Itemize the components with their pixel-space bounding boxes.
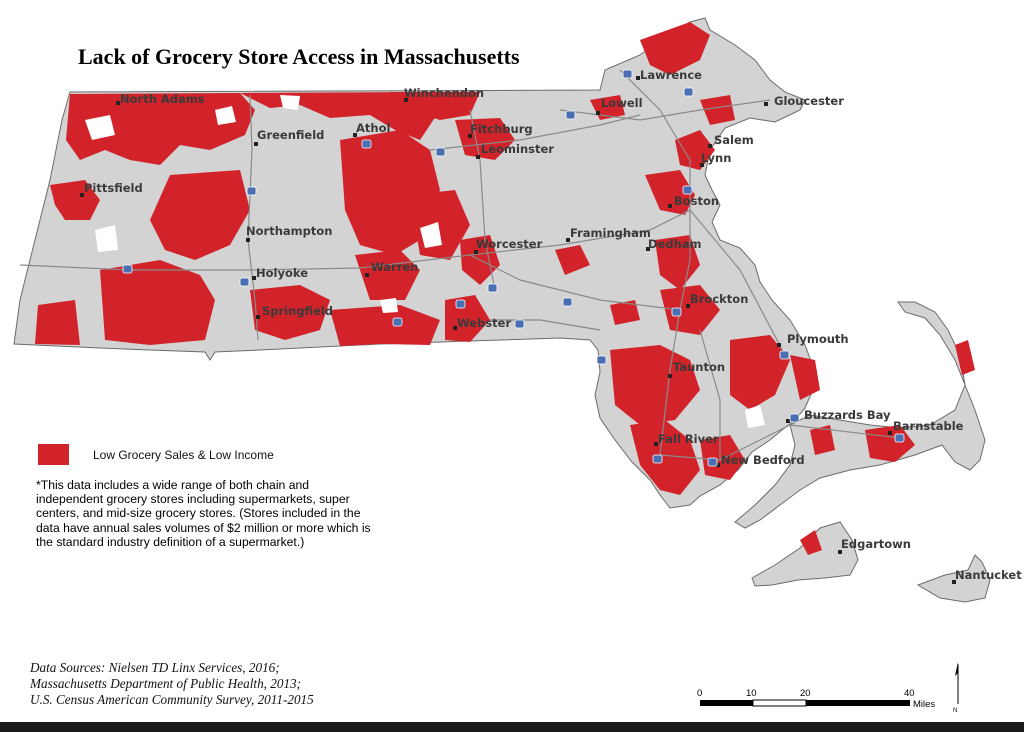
label-plymouth: Plymouth <box>787 332 849 346</box>
legend-label: Low Grocery Sales & Low Income <box>93 447 274 462</box>
label-webster: Webster <box>457 316 511 330</box>
region-pittsfield <box>50 180 100 220</box>
north-arrow: N <box>953 662 959 714</box>
region-south-shore <box>610 300 640 325</box>
region-outer-cape <box>955 340 975 375</box>
label-salem: Salem <box>714 133 754 147</box>
data-sources: Data Sources: Nielsen TD Linx Services, … <box>30 660 314 708</box>
scale-tick-20: 20 <box>800 688 811 699</box>
scale-tick-0: 0 <box>697 688 702 699</box>
label-fitchburg: Fitchburg <box>470 122 533 136</box>
region-springfield <box>250 285 330 340</box>
region-vineyard <box>800 530 822 555</box>
label-holyoke: Holyoke <box>256 266 308 280</box>
label-worcester: Worcester <box>476 237 543 251</box>
region-plymouth <box>730 335 790 410</box>
legend-swatch <box>38 444 69 465</box>
label-buzzards-bay: Buzzards Bay <box>804 408 891 422</box>
region-new-bedford <box>700 435 745 480</box>
label-pittsfield: Pittsfield <box>84 181 143 195</box>
label-greenfield: Greenfield <box>257 128 324 142</box>
scale-tick-10: 10 <box>746 688 757 699</box>
region-boston <box>645 170 695 215</box>
label-lynn: Lynn <box>701 151 731 165</box>
label-warren: Warren <box>371 260 418 274</box>
region-berkshire-north <box>66 93 255 165</box>
scale-tick-40: 40 <box>904 688 915 699</box>
city-markers <box>80 76 956 584</box>
label-fall-river: Fall River <box>658 432 719 446</box>
region-lawrence <box>640 22 710 75</box>
label-nantucket: Nantucket <box>955 568 1022 582</box>
water-areas <box>85 95 765 428</box>
region-winchendon <box>390 92 480 120</box>
region-fitchburg <box>455 118 515 160</box>
region-fall-river <box>630 420 700 495</box>
city-labels: North Adams Winchendon Lawrence Lowell G… <box>84 68 1022 582</box>
region-taunton <box>610 345 700 425</box>
cape-cod <box>734 301 986 529</box>
label-framingham: Framingham <box>570 226 651 240</box>
highways <box>19 69 901 461</box>
region-berkshire-south <box>100 260 215 345</box>
label-taunton: Taunton <box>673 360 725 374</box>
region-dedham <box>655 235 700 290</box>
label-leominster: Leominster <box>481 142 554 156</box>
region-southwest <box>35 300 80 345</box>
label-brockton: Brockton <box>690 292 748 306</box>
label-athol: Athol <box>356 121 390 135</box>
label-lowell: Lowell <box>601 96 643 110</box>
region-brockton <box>660 285 720 335</box>
region-berkshire-mid <box>150 170 250 260</box>
region-buzzards <box>790 355 820 400</box>
nantucket <box>916 554 991 603</box>
label-edgartown: Edgartown <box>841 537 911 551</box>
map-title: Lack of Grocery Store Access in Massachu… <box>78 44 520 69</box>
scale-unit: Miles <box>913 699 935 710</box>
label-northampton: Northampton <box>246 224 332 238</box>
region-salem <box>700 95 735 125</box>
scale-bar: 0 10 20 40 Miles <box>697 688 935 710</box>
label-dedham: Dedham <box>648 237 702 251</box>
north-arrow-label: N <box>953 708 957 714</box>
label-winchendon: Winchendon <box>404 86 484 100</box>
region-south-central <box>330 305 440 346</box>
source-line: Data Sources: Nielsen TD Linx Services, … <box>30 660 280 675</box>
label-north-adams: North Adams <box>120 92 205 106</box>
region-metrowest <box>555 245 590 275</box>
label-gloucester: Gloucester <box>774 94 844 108</box>
bottom-rule <box>0 722 1024 732</box>
region-falmouth <box>810 425 835 455</box>
source-line: U.S. Census American Community Survey, 2… <box>30 692 314 707</box>
label-barnstable: Barnstable <box>893 419 964 433</box>
marthas-vineyard <box>751 521 859 587</box>
label-lawrence: Lawrence <box>640 68 702 82</box>
interstate-shields <box>122 69 905 467</box>
legend: Low Grocery Sales & Low Income <box>38 444 274 465</box>
label-springfield: Springfield <box>262 304 333 318</box>
source-line: Massachusetts Department of Public Healt… <box>30 676 302 691</box>
label-new-bedford: New Bedford <box>721 453 805 467</box>
label-boston: Boston <box>674 194 719 208</box>
region-lynn <box>675 130 715 170</box>
data-note: *This data includes a wide range of both… <box>36 478 371 549</box>
